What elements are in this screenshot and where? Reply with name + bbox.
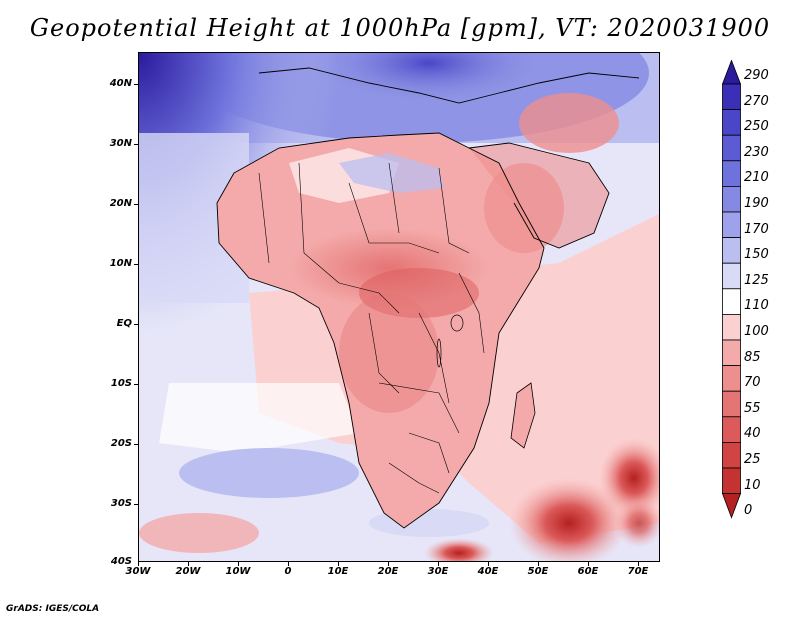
xtick-mark [638,562,639,566]
colorbar-segment [722,186,741,213]
xtick-label-30w: 30W [125,566,151,577]
colorbar-label: 10 [744,477,761,493]
colorbar-label: 40 [744,426,761,442]
xtick-mark [438,562,439,566]
colorbar-label: 190 [744,196,769,211]
colorbar-label: 250 [744,119,769,135]
ytick-mark [134,144,138,145]
colorbar-bottom-arrow [722,493,742,519]
xtick-mark [288,562,289,566]
colorbar-segment [722,109,741,136]
xtick-mark [338,562,339,566]
colorbar-label: 150 [744,247,769,263]
colorbar-segment [722,160,741,187]
chart-title: Geopotential Height at 1000hPa [gpm], VT… [29,14,771,42]
ytick-label-20s: 20S [110,438,132,449]
colorbar-label: 110 [744,298,769,314]
ytick-mark [134,264,138,265]
xtick-label-70e: 70E [627,566,649,577]
colorbar-segment [722,83,741,111]
colorbar-label: 55 [744,400,761,416]
colorbar-label: 170 [744,221,769,237]
xtick-mark [388,562,389,566]
colorbar-label: 270 [744,93,769,109]
colorbar-label: 210 [744,170,769,186]
ytick-mark [134,324,138,325]
ytick-label-30s: 30S [110,498,132,509]
ytick-label-eq: EQ [116,318,132,329]
xtick-mark [238,562,239,566]
xtick-label-50e: 50E [527,566,549,577]
ytick-mark [134,84,138,85]
xtick-label-20e: 20E [377,566,399,577]
xtick-mark [188,562,189,566]
xtick-label-30e: 30E [427,566,449,577]
xtick-label-10w: 10W [225,566,251,577]
map-plot-area [138,52,660,562]
ytick-mark [134,384,138,385]
ytick-mark [134,204,138,205]
ytick-label-10s: 10S [110,378,132,389]
xtick-mark [588,562,589,566]
colorbar-segment [722,237,741,264]
colorbar-label: 100 [744,324,769,339]
colorbar-label: 70 [744,375,761,391]
xtick-mark [488,562,489,566]
grads-credit: GrADS: IGES/COLA [6,604,100,614]
xtick-label-10e: 10E [327,566,349,577]
colorbar [722,60,742,519]
ytick-mark [134,504,138,505]
ytick-label-40n: 40N [109,78,132,89]
ytick-label-30n: 30N [109,138,132,149]
ytick-mark [134,444,138,445]
colorbar-segment [722,390,741,418]
xtick-label-60e: 60E [577,566,599,577]
colorbar-label: 290 [744,68,769,83]
colorbar-label: 0 [744,503,753,519]
colorbar-label: 85 [744,349,761,365]
colorbar-label: 125 [744,272,769,288]
ytick-label-40s: 40S [110,556,132,567]
colorbar-segment [722,365,741,392]
colorbar-segment [722,416,741,443]
colorbar-segment [722,467,741,495]
geopotential-map [139,53,659,561]
colorbar-segment [722,313,741,341]
xtick-label-40e: 40E [477,566,499,577]
colorbar-label: 230 [744,144,769,160]
colorbar-label: 25 [744,452,761,467]
colorbar-segment [722,339,741,367]
colorbar-segment [722,262,741,290]
xtick-label-20w: 20W [175,566,201,577]
xtick-mark [538,562,539,566]
ytick-label-20n: 20N [109,198,132,209]
colorbar-segment [722,441,741,469]
xtick-label-0: 0 [284,566,292,577]
ytick-label-10n: 10N [109,258,132,269]
colorbar-segment [722,134,741,162]
colorbar-top-arrow [722,60,742,85]
xtick-mark [138,562,139,566]
colorbar-segment [722,288,741,315]
colorbar-segment [722,211,741,239]
